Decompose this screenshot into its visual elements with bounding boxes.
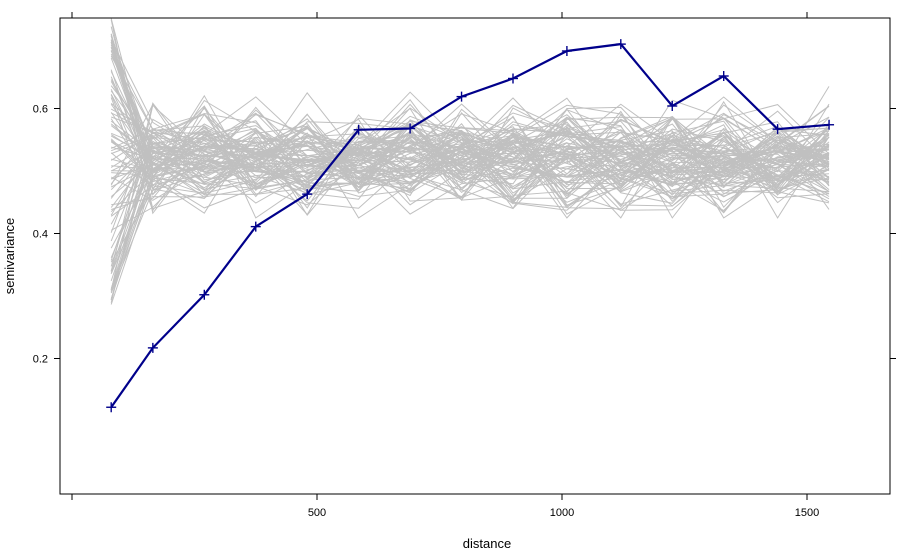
sample-point: [718, 71, 729, 81]
envelope-line: [110, 128, 830, 225]
envelope-line: [110, 110, 830, 290]
sample-point: [147, 342, 158, 353]
sample-point: [405, 123, 416, 134]
sample-point: [508, 73, 518, 84]
x-axis-label: distance: [463, 536, 511, 551]
envelope-line: [110, 94, 830, 187]
y-tick-label: 0.2: [33, 354, 48, 366]
sample-point: [106, 402, 117, 413]
x-tick-label: 1000: [550, 507, 574, 519]
envelope-line: [110, 120, 830, 192]
sample-point: [824, 119, 835, 130]
sample-series: [106, 39, 835, 413]
envelope-line: [110, 39, 830, 215]
envelope-line: [110, 107, 830, 301]
envelope-line: [110, 120, 830, 263]
envelope-line: [110, 19, 830, 215]
sample-point: [667, 101, 678, 111]
sample-point: [615, 39, 626, 50]
plot-frame: [59, 17, 891, 495]
y-axis-label: semivariance: [2, 218, 17, 295]
envelope-line: [110, 114, 830, 233]
envelope-line: [110, 57, 830, 189]
y-tick-label: 0.4: [33, 229, 48, 241]
envelope-line: [110, 112, 830, 192]
x-tick-label: 500: [308, 507, 326, 519]
sample-point: [772, 124, 783, 135]
envelope-line: [110, 103, 830, 211]
envelope-line: [110, 133, 830, 208]
envelope-line: [110, 41, 830, 219]
envelope-line: [111, 103, 830, 195]
envelope-line: [110, 102, 830, 272]
x-axis-ticks: 500 1000 1500: [71, 12, 819, 519]
envelope-line: [110, 18, 830, 210]
y-axis-ticks: 0.2 0.4 0.6: [33, 104, 896, 366]
envelope-lines: [110, 18, 830, 305]
sample-point: [561, 46, 572, 56]
sample-point: [250, 221, 261, 232]
y-tick-label: 0.6: [33, 104, 48, 116]
sample-point: [302, 189, 313, 200]
sample-point: [456, 91, 467, 102]
x-tick-label: 1500: [795, 507, 819, 519]
envelope-line: [110, 103, 830, 200]
envelope-line: [110, 33, 830, 209]
envelope-line: [110, 105, 830, 196]
envelope-line: [110, 96, 830, 305]
sample-point: [199, 289, 210, 300]
sample-point: [353, 124, 364, 135]
envelope-line: [110, 40, 830, 207]
envelope-line: [110, 104, 830, 291]
envelope-line: [110, 76, 830, 206]
